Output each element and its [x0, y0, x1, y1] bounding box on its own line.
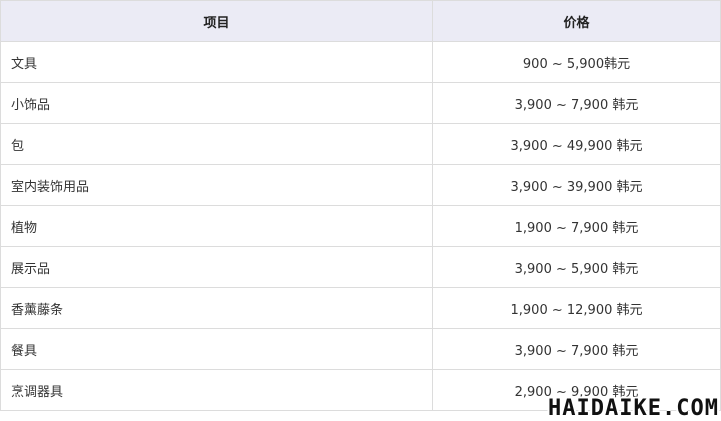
item-cell: 烹调器具 — [0, 369, 433, 411]
table-row: 餐具 3,900 ~ 7,900 韩元 — [0, 328, 721, 370]
table-row: 展示品 3,900 ~ 5,900 韩元 — [0, 246, 721, 288]
item-cell: 餐具 — [0, 328, 433, 370]
table-row: 小饰品 3,900 ~ 7,900 韩元 — [0, 82, 721, 124]
watermark: HAIDAIKE.COM — [548, 396, 719, 421]
table-row: 文具 900 ~ 5,900韩元 — [0, 41, 721, 83]
price-cell: 3,900 ~ 7,900 韩元 — [432, 328, 721, 370]
price-cell: 1,900 ~ 12,900 韩元 — [432, 287, 721, 329]
price-cell: 3,900 ~ 7,900 韩元 — [432, 82, 721, 124]
table-row: 烹调器具 2,900 ~ 9,900 韩元 — [0, 369, 721, 411]
table-body: 文具 900 ~ 5,900韩元 小饰品 3,900 ~ 7,900 韩元包 3,900… — [0, 41, 721, 411]
table-row: 植物 1,900 ~ 7,900 韩元 — [0, 205, 721, 247]
item-cell: 小饰品 — [0, 82, 433, 124]
table-row: 包 3,900 ~ 49,900 韩元 — [0, 123, 721, 165]
price-cell: 1,900 ~ 7,900 韩元 — [432, 205, 721, 247]
header-cell: 项目 — [0, 0, 433, 42]
item-cell: 包 — [0, 123, 433, 165]
table-header: 项目 价格 — [0, 0, 721, 42]
table-row: 室内装饰用品 3,900 ~ 39,900 韩元 — [0, 164, 721, 206]
price-table: 项目 价格 文具 900 ~ 5,900韩元 小饰品 3,900 ~ 7,900 韩元… — [0, 0, 721, 411]
item-cell: 室内装饰用品 — [0, 164, 433, 206]
item-cell: 文具 — [0, 41, 433, 83]
price-cell: 3,900 ~ 39,900 韩元 — [432, 164, 721, 206]
header-cell: 价格 — [432, 0, 721, 42]
item-cell: 植物 — [0, 205, 433, 247]
price-cell: 900 ~ 5,900韩元 — [432, 41, 721, 83]
price-cell: 3,900 ~ 5,900 韩元 — [432, 246, 721, 288]
price-cell: 2,900 ~ 9,900 韩元 — [432, 369, 721, 411]
price-cell: 3,900 ~ 49,900 韩元 — [432, 123, 721, 165]
header-row: 项目 价格 — [0, 0, 721, 42]
item-cell: 展示品 — [0, 246, 433, 288]
table-row: 香薰藤条 1,900 ~ 12,900 韩元 — [0, 287, 721, 329]
item-cell: 香薰藤条 — [0, 287, 433, 329]
